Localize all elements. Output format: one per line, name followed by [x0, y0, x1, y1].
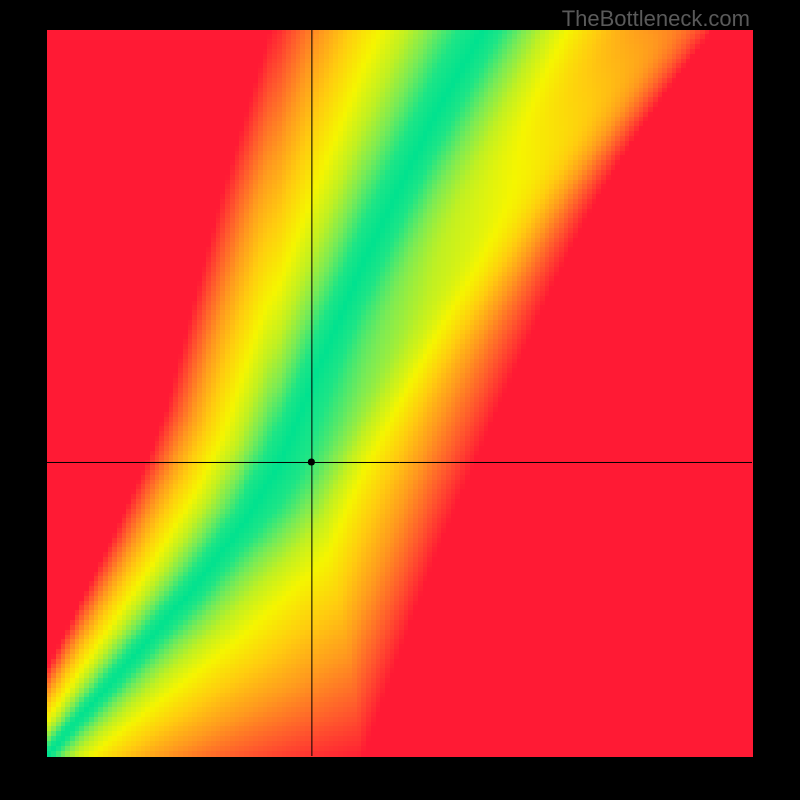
watermark-text: TheBottleneck.com — [562, 6, 750, 32]
bottleneck-heatmap — [0, 0, 800, 800]
